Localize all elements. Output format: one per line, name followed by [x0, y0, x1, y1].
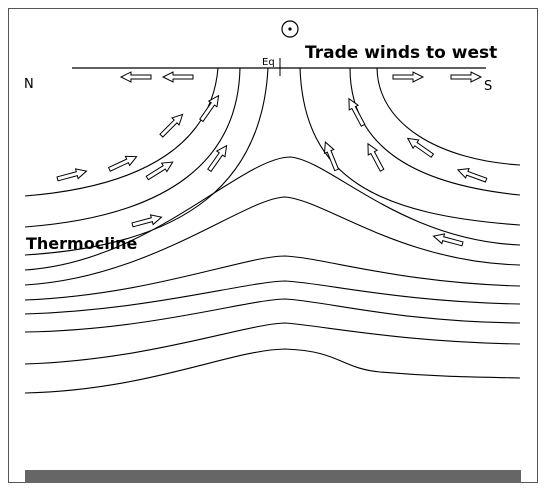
thermocline-curves — [24, 156, 521, 394]
frame — [8, 8, 538, 483]
south-label: S — [484, 79, 492, 94]
bottom-bar — [25, 470, 521, 483]
wind-symbol — [281, 20, 299, 38]
winds-label: Trade winds to west — [305, 43, 497, 63]
wind-symbol-dot — [288, 27, 292, 31]
north-label: N — [24, 77, 34, 92]
thermocline-label: Thermocline — [26, 234, 138, 253]
equator-label: Eq — [262, 57, 275, 68]
upwelling-curves — [24, 67, 521, 256]
